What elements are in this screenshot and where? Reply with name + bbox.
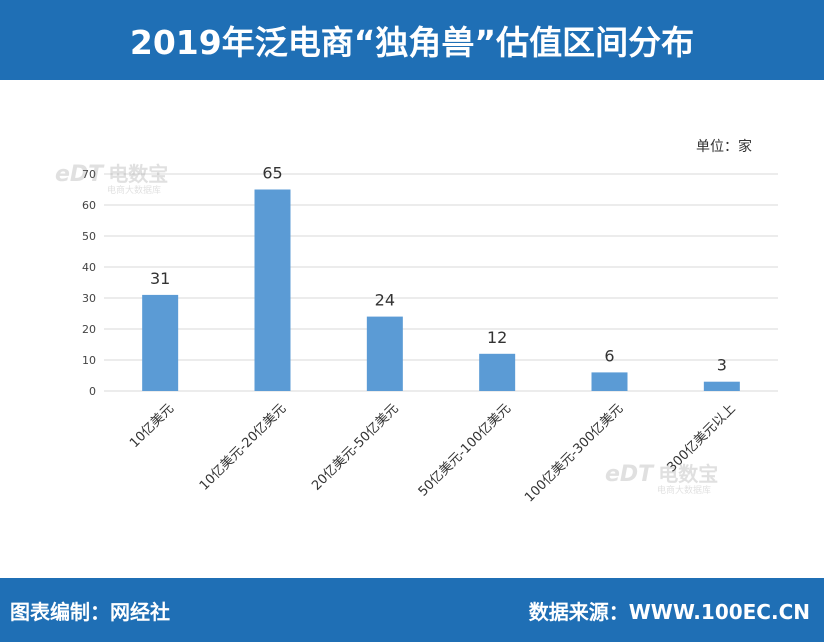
watermark-brand: eDT [605, 462, 654, 487]
bar [142, 294, 179, 391]
data-label: 31 [150, 269, 170, 288]
y-tick-label: 40 [82, 261, 96, 274]
watermark-logo-top: eDT 电数宝 电商大数据库 [55, 158, 168, 196]
y-tick-label: 30 [82, 292, 96, 305]
x-tick-label: 20亿美元-50亿美元 [309, 401, 401, 493]
bar-chart: 单位：家0102030405060703110亿美元6510亿美元-20亿美元2… [82, 138, 778, 505]
footer-source: 数据来源：WWW.100EC.CN [528, 600, 810, 624]
data-label: 24 [375, 291, 395, 310]
watermark-name: 电数宝 [108, 162, 169, 186]
data-label: 3 [717, 356, 727, 375]
footer-credit: 图表编制：网经社 [10, 600, 170, 624]
x-tick-label: 10亿美元-20亿美元 [197, 401, 289, 493]
x-tick-label: 10亿美元 [127, 401, 177, 451]
y-tick-label: 70 [82, 168, 96, 181]
data-label: 6 [604, 346, 614, 365]
unit-label: 单位：家 [696, 138, 752, 155]
data-label: 12 [487, 328, 507, 347]
watermark-brand: eDT [55, 162, 104, 187]
data-label: 65 [262, 164, 282, 183]
chart-title-banner: 2019年泛电商“独角兽”估值区间分布 [0, 0, 824, 80]
bar [591, 372, 628, 391]
y-tick-label: 60 [82, 199, 96, 212]
watermark-name: 电数宝 [658, 462, 719, 486]
bar [366, 316, 403, 391]
x-tick-label: 50亿美元-100亿美元 [416, 401, 514, 499]
y-tick-label: 0 [89, 385, 96, 398]
chart-title: 2019年泛电商“独角兽”估值区间分布 [129, 23, 695, 62]
bar [479, 353, 516, 391]
chart-area: eDT 电数宝 电商大数据库 eDT 电数宝 电商大数据库 单位：家 0 10 20 3… [0, 80, 824, 578]
y-tick-label: 50 [82, 230, 96, 243]
watermark-tagline: 电商大数据库 [657, 486, 712, 496]
bar [254, 189, 291, 391]
footer-banner: 图表编制：网经社 数据来源：WWW.100EC.CN [0, 578, 824, 642]
watermark-tagline: 电商大数据库 [107, 186, 162, 196]
bar [703, 381, 740, 391]
y-tick-label: 10 [82, 354, 96, 367]
watermark-logo-bottom: eDT 电数宝 电商大数据库 [605, 458, 718, 496]
y-tick-label: 20 [82, 323, 96, 336]
